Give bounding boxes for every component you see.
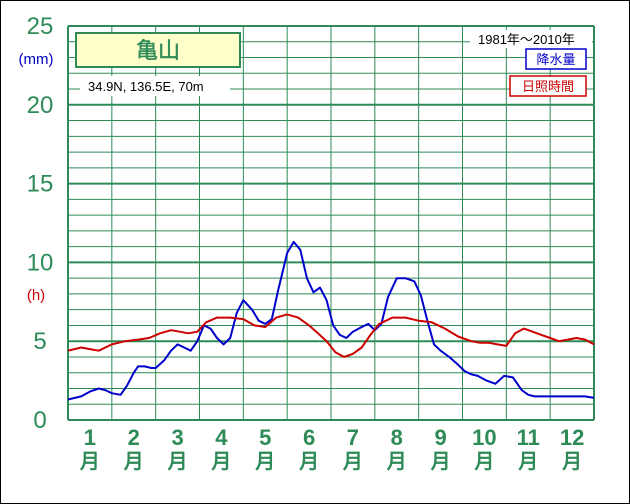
month-number-label: 9 [434,425,446,450]
chart-title: 亀山 [136,39,180,64]
month-suffix-label: 月 [167,451,188,473]
month-number-label: 1 [84,425,96,450]
legend-precip-box [525,48,587,70]
period-box [470,30,592,48]
month-suffix-label: 月 [342,451,363,473]
month-number-label: 10 [472,425,496,450]
month-number-label: 6 [303,425,315,450]
month-number-label: 3 [171,425,183,450]
period-label: 1981年〜2010年 [478,32,575,47]
month-suffix-label: 月 [561,451,582,473]
month-suffix-label: 月 [210,451,231,473]
month-suffix-label: 月 [473,451,494,473]
month-number-label: 5 [259,425,271,450]
month-number-label: 2 [128,425,140,450]
month-number-label: 8 [391,425,403,450]
series-lines [67,240,595,401]
location-label: 34.9N, 136.5E, 70m [88,79,204,94]
month-suffix-label: 月 [298,451,319,473]
location-box [80,76,230,96]
month-number-label: 11 [517,425,540,450]
month-suffix-label: 月 [430,451,451,473]
month-suffix-label: 月 [123,451,144,473]
unit-sun: (h) [27,287,45,304]
y-tick-label: 0 [33,407,46,434]
y-tick-label: 15 [27,171,54,198]
month-suffix-label: 月 [254,451,275,473]
month-number-label: 4 [215,425,228,450]
y-tick-label: 25 [27,13,54,40]
y-tick-label: 5 [33,328,46,355]
chart-grid [67,25,595,421]
legend-sun-label: 日照時間 [522,79,574,94]
month-suffix-label: 月 [386,451,407,473]
y-tick-label: 20 [27,92,54,119]
unit-precip: (mm) [19,51,54,68]
y-tick-label: 10 [27,249,54,276]
month-suffix-label: 月 [517,451,538,473]
title-box [75,32,241,68]
sunshine-line [67,313,595,358]
legend-sun-box [509,75,587,97]
legend-precip-label: 降水量 [536,52,575,67]
precipitation-line [67,240,595,401]
month-suffix-label: 月 [79,451,100,473]
month-number-label: 7 [347,425,359,450]
y-axis-ticks: 25 20 15 10 5 0 [27,13,54,434]
month-number-label: 12 [560,425,584,450]
